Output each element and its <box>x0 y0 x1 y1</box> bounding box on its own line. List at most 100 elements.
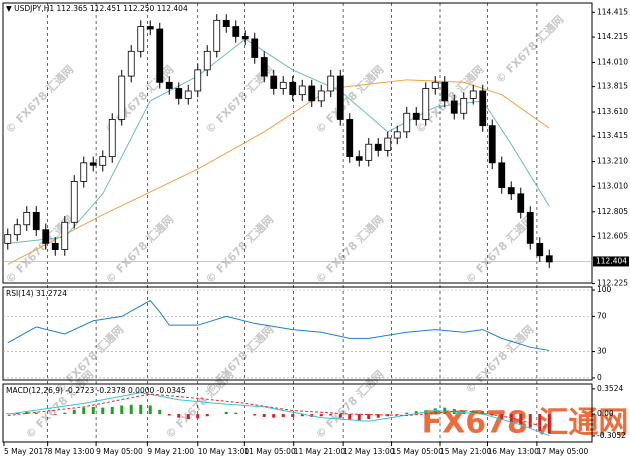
histogram-bar <box>110 406 114 415</box>
candle-body <box>137 26 145 52</box>
histogram-bar <box>319 414 323 417</box>
y-tick-label: 0 <box>597 373 602 382</box>
histogram-bar <box>262 414 266 417</box>
histogram-bar <box>25 411 29 415</box>
candle-body <box>99 156 107 166</box>
histogram-bar <box>414 411 418 415</box>
y-tick-label: 100 <box>597 285 612 294</box>
x-tick-label: 8 May 13:00 <box>48 447 95 456</box>
candle-body <box>431 81 439 89</box>
y-tick-label: 70 <box>597 311 607 320</box>
y-tick-label: 114.215 <box>597 32 628 41</box>
candle-body <box>213 19 221 52</box>
histogram-bar <box>139 404 143 415</box>
x-tick-label: 15 May 05:00 <box>392 447 444 456</box>
candle-body <box>108 119 116 158</box>
histogram-bar <box>15 412 19 415</box>
candle-body <box>127 50 135 77</box>
candle-body <box>194 69 202 92</box>
y-tick-label: 114.010 <box>597 57 628 66</box>
histogram-bar <box>177 414 181 418</box>
candle-body <box>222 19 230 27</box>
y-tick-label: 0.00 <box>597 409 614 418</box>
histogram-bar <box>538 414 542 432</box>
x-tick-label: 12 May 13:00 <box>343 447 395 456</box>
candle-body <box>165 81 173 89</box>
y-tick-label: 112.225 <box>597 279 628 288</box>
histogram-bar <box>376 414 380 418</box>
x-tick-label: 9 May 21:00 <box>147 447 194 456</box>
x-tick-label: 17 May 05:00 <box>537 447 589 456</box>
candle-body <box>384 137 392 151</box>
candle-body <box>460 97 468 114</box>
histogram-bar <box>196 414 200 419</box>
candle-body <box>80 162 88 182</box>
histogram-bar <box>500 414 504 420</box>
y-tick-label: 113.415 <box>597 131 628 140</box>
histogram-bar <box>82 407 86 415</box>
line <box>7 392 550 437</box>
histogram-bar <box>433 408 437 415</box>
histogram-bar <box>186 414 190 420</box>
candle-body <box>51 242 59 250</box>
candle-body <box>13 224 21 236</box>
y-tick-label: 112.805 <box>597 207 628 216</box>
histogram-bar <box>234 412 238 415</box>
histogram-bar <box>348 414 352 420</box>
candle-body <box>498 162 506 189</box>
candle-body <box>365 143 373 161</box>
candle-body <box>203 50 211 71</box>
y-tick-label: 30 <box>597 347 607 356</box>
candle-body <box>89 162 97 166</box>
candle-body <box>479 90 487 127</box>
candle-body <box>42 229 50 244</box>
candle-body <box>317 90 325 102</box>
histogram-bar <box>272 414 276 418</box>
candle-body <box>488 125 496 164</box>
panel-frame <box>2 286 593 381</box>
candle-body <box>346 119 354 158</box>
candle-body <box>260 57 268 77</box>
candle-body <box>355 156 363 161</box>
histogram-bar <box>53 414 57 415</box>
candle-body <box>241 36 249 40</box>
candle-body <box>441 81 449 102</box>
candle-body <box>251 38 259 58</box>
histogram-bar <box>224 411 228 415</box>
histogram-bar <box>34 412 38 415</box>
candle-body <box>270 75 278 89</box>
line <box>7 393 550 429</box>
histogram-bar <box>281 414 285 417</box>
x-tick-label: 10 May 13:00 <box>198 447 250 456</box>
histogram-bar <box>357 414 361 421</box>
y-tick-label: 113.815 <box>597 82 628 91</box>
histogram-bar <box>167 414 171 416</box>
candle-body <box>146 26 154 30</box>
histogram-bar <box>395 414 399 415</box>
indicator-label: RSI(14) 31.2724 <box>6 289 67 298</box>
candle-body <box>526 211 534 244</box>
histogram-bar <box>158 409 162 415</box>
candle-body <box>279 81 287 89</box>
panel-frame <box>2 2 593 284</box>
histogram-bar <box>72 409 76 415</box>
candle-body <box>374 143 382 151</box>
histogram-bar <box>338 414 342 418</box>
x-tick-label: 15 May 21:00 <box>440 447 492 456</box>
y-tick-label: 113.010 <box>597 181 628 190</box>
candle-body <box>336 75 344 120</box>
histogram-bar <box>253 414 257 416</box>
y-tick-label: -0.3052 <box>597 431 626 440</box>
histogram-bar <box>528 414 532 428</box>
histogram-bar <box>329 414 333 416</box>
current-price-box <box>593 256 629 267</box>
candle-body <box>507 187 515 195</box>
histogram-bar <box>519 414 523 425</box>
candle-body <box>403 112 411 133</box>
candle-body <box>450 100 458 114</box>
current-price-label: 112.404 <box>596 256 627 265</box>
histogram-bar <box>129 404 133 415</box>
candle-body <box>308 85 316 102</box>
histogram-bar <box>205 414 209 417</box>
